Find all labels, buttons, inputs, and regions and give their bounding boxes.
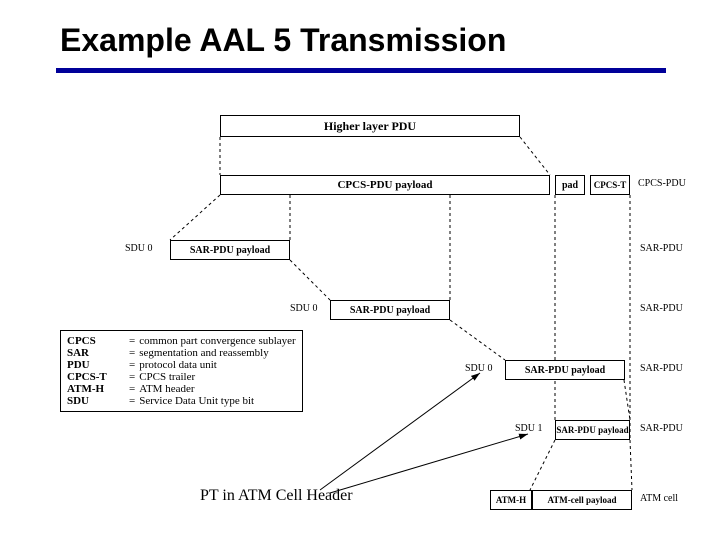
legend-val: protocol data unit — [139, 359, 217, 371]
box-cpcs: CPCS-PDU payload — [220, 175, 550, 195]
equals-icon: = — [125, 383, 139, 395]
dash-2 — [170, 195, 220, 240]
legend-key: ATM-H — [67, 383, 125, 395]
legend-key: SDU — [67, 395, 125, 407]
dash-10 — [530, 440, 555, 490]
pt-caption: PT in ATM Cell Header — [200, 487, 353, 505]
legend-row-1: SAR=segmentation and reassembly — [67, 347, 296, 359]
box-atmcell: ATM-cell payload — [532, 490, 632, 510]
box-cpcst: CPCS-T — [590, 175, 630, 195]
equals-icon: = — [125, 359, 139, 371]
legend-key: PDU — [67, 359, 125, 371]
dash-9 — [624, 380, 630, 420]
slide-title: Example AAL 5 Transmission — [60, 22, 506, 59]
box-atmh: ATM-H — [490, 490, 532, 510]
legend-key: CPCS-T — [67, 371, 125, 383]
dash-4 — [290, 260, 330, 300]
label-sarpdu2: SAR-PDU — [640, 303, 683, 314]
legend-val: CPCS trailer — [139, 371, 195, 383]
dash-1 — [520, 137, 550, 175]
label-sdu1: SDU 1 — [515, 423, 543, 434]
label-sarpdu3: SAR-PDU — [640, 363, 683, 374]
arrow-0 — [320, 373, 480, 490]
legend-row-2: PDU=protocol data unit — [67, 359, 296, 371]
label-sdu0a: SDU 0 — [125, 243, 153, 254]
legend-key: CPCS — [67, 335, 125, 347]
equals-icon: = — [125, 371, 139, 383]
box-sar2: SAR-PDU payload — [330, 300, 450, 320]
legend-row-0: CPCS=common part convergence sublayer — [67, 335, 296, 347]
legend-key: SAR — [67, 347, 125, 359]
title-underline — [56, 68, 666, 73]
box-higher: Higher layer PDU — [220, 115, 520, 137]
equals-icon: = — [125, 335, 139, 347]
label-sdu0b: SDU 0 — [290, 303, 318, 314]
label-sarpdu1: SAR-PDU — [640, 243, 683, 254]
dash-11 — [630, 440, 632, 490]
legend-row-5: SDU=Service Data Unit type bit — [67, 395, 296, 407]
box-sar1: SAR-PDU payload — [170, 240, 290, 260]
label-sdu0c: SDU 0 — [465, 363, 493, 374]
box-sar4: SAR-PDU payload — [555, 420, 630, 440]
connector-overlay — [0, 0, 720, 540]
legend-box: CPCS=common part convergence sublayerSAR… — [60, 330, 303, 412]
dash-6 — [450, 320, 505, 360]
legend-val: Service Data Unit type bit — [139, 395, 254, 407]
label-cpcspdu: CPCS-PDU — [638, 178, 686, 189]
box-sar3: SAR-PDU payload — [505, 360, 625, 380]
legend-val: ATM header — [139, 383, 194, 395]
legend-val: segmentation and reassembly — [139, 347, 269, 359]
equals-icon: = — [125, 347, 139, 359]
legend-row-3: CPCS-T=CPCS trailer — [67, 371, 296, 383]
label-atmcelll: ATM cell — [640, 493, 678, 504]
equals-icon: = — [125, 395, 139, 407]
label-sarpdu4: SAR-PDU — [640, 423, 683, 434]
legend-val: common part convergence sublayer — [139, 335, 296, 347]
box-pad: pad — [555, 175, 585, 195]
arrow-1 — [330, 434, 528, 493]
legend-row-4: ATM-H=ATM header — [67, 383, 296, 395]
